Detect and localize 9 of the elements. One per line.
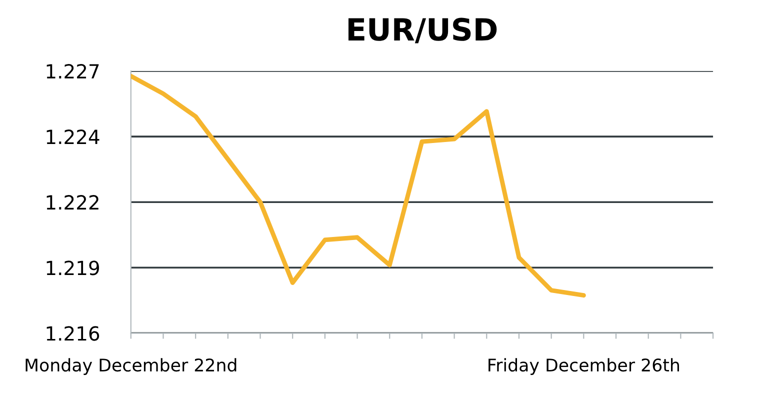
y-tick-label: 1.227 <box>46 64 99 78</box>
y-tick-label: 1.222 <box>46 195 98 210</box>
y-tick-label: 1.219 <box>46 260 99 276</box>
line-series <box>130 74 586 298</box>
x-tick-label: Friday December 26th <box>488 358 679 375</box>
x-tick-label: Monday December 22nd <box>26 358 236 375</box>
chart-title: EUR/USD <box>348 18 497 44</box>
y-tick-label: 1.216 <box>46 326 100 341</box>
y-tick-label: 1.224 <box>46 130 100 144</box>
